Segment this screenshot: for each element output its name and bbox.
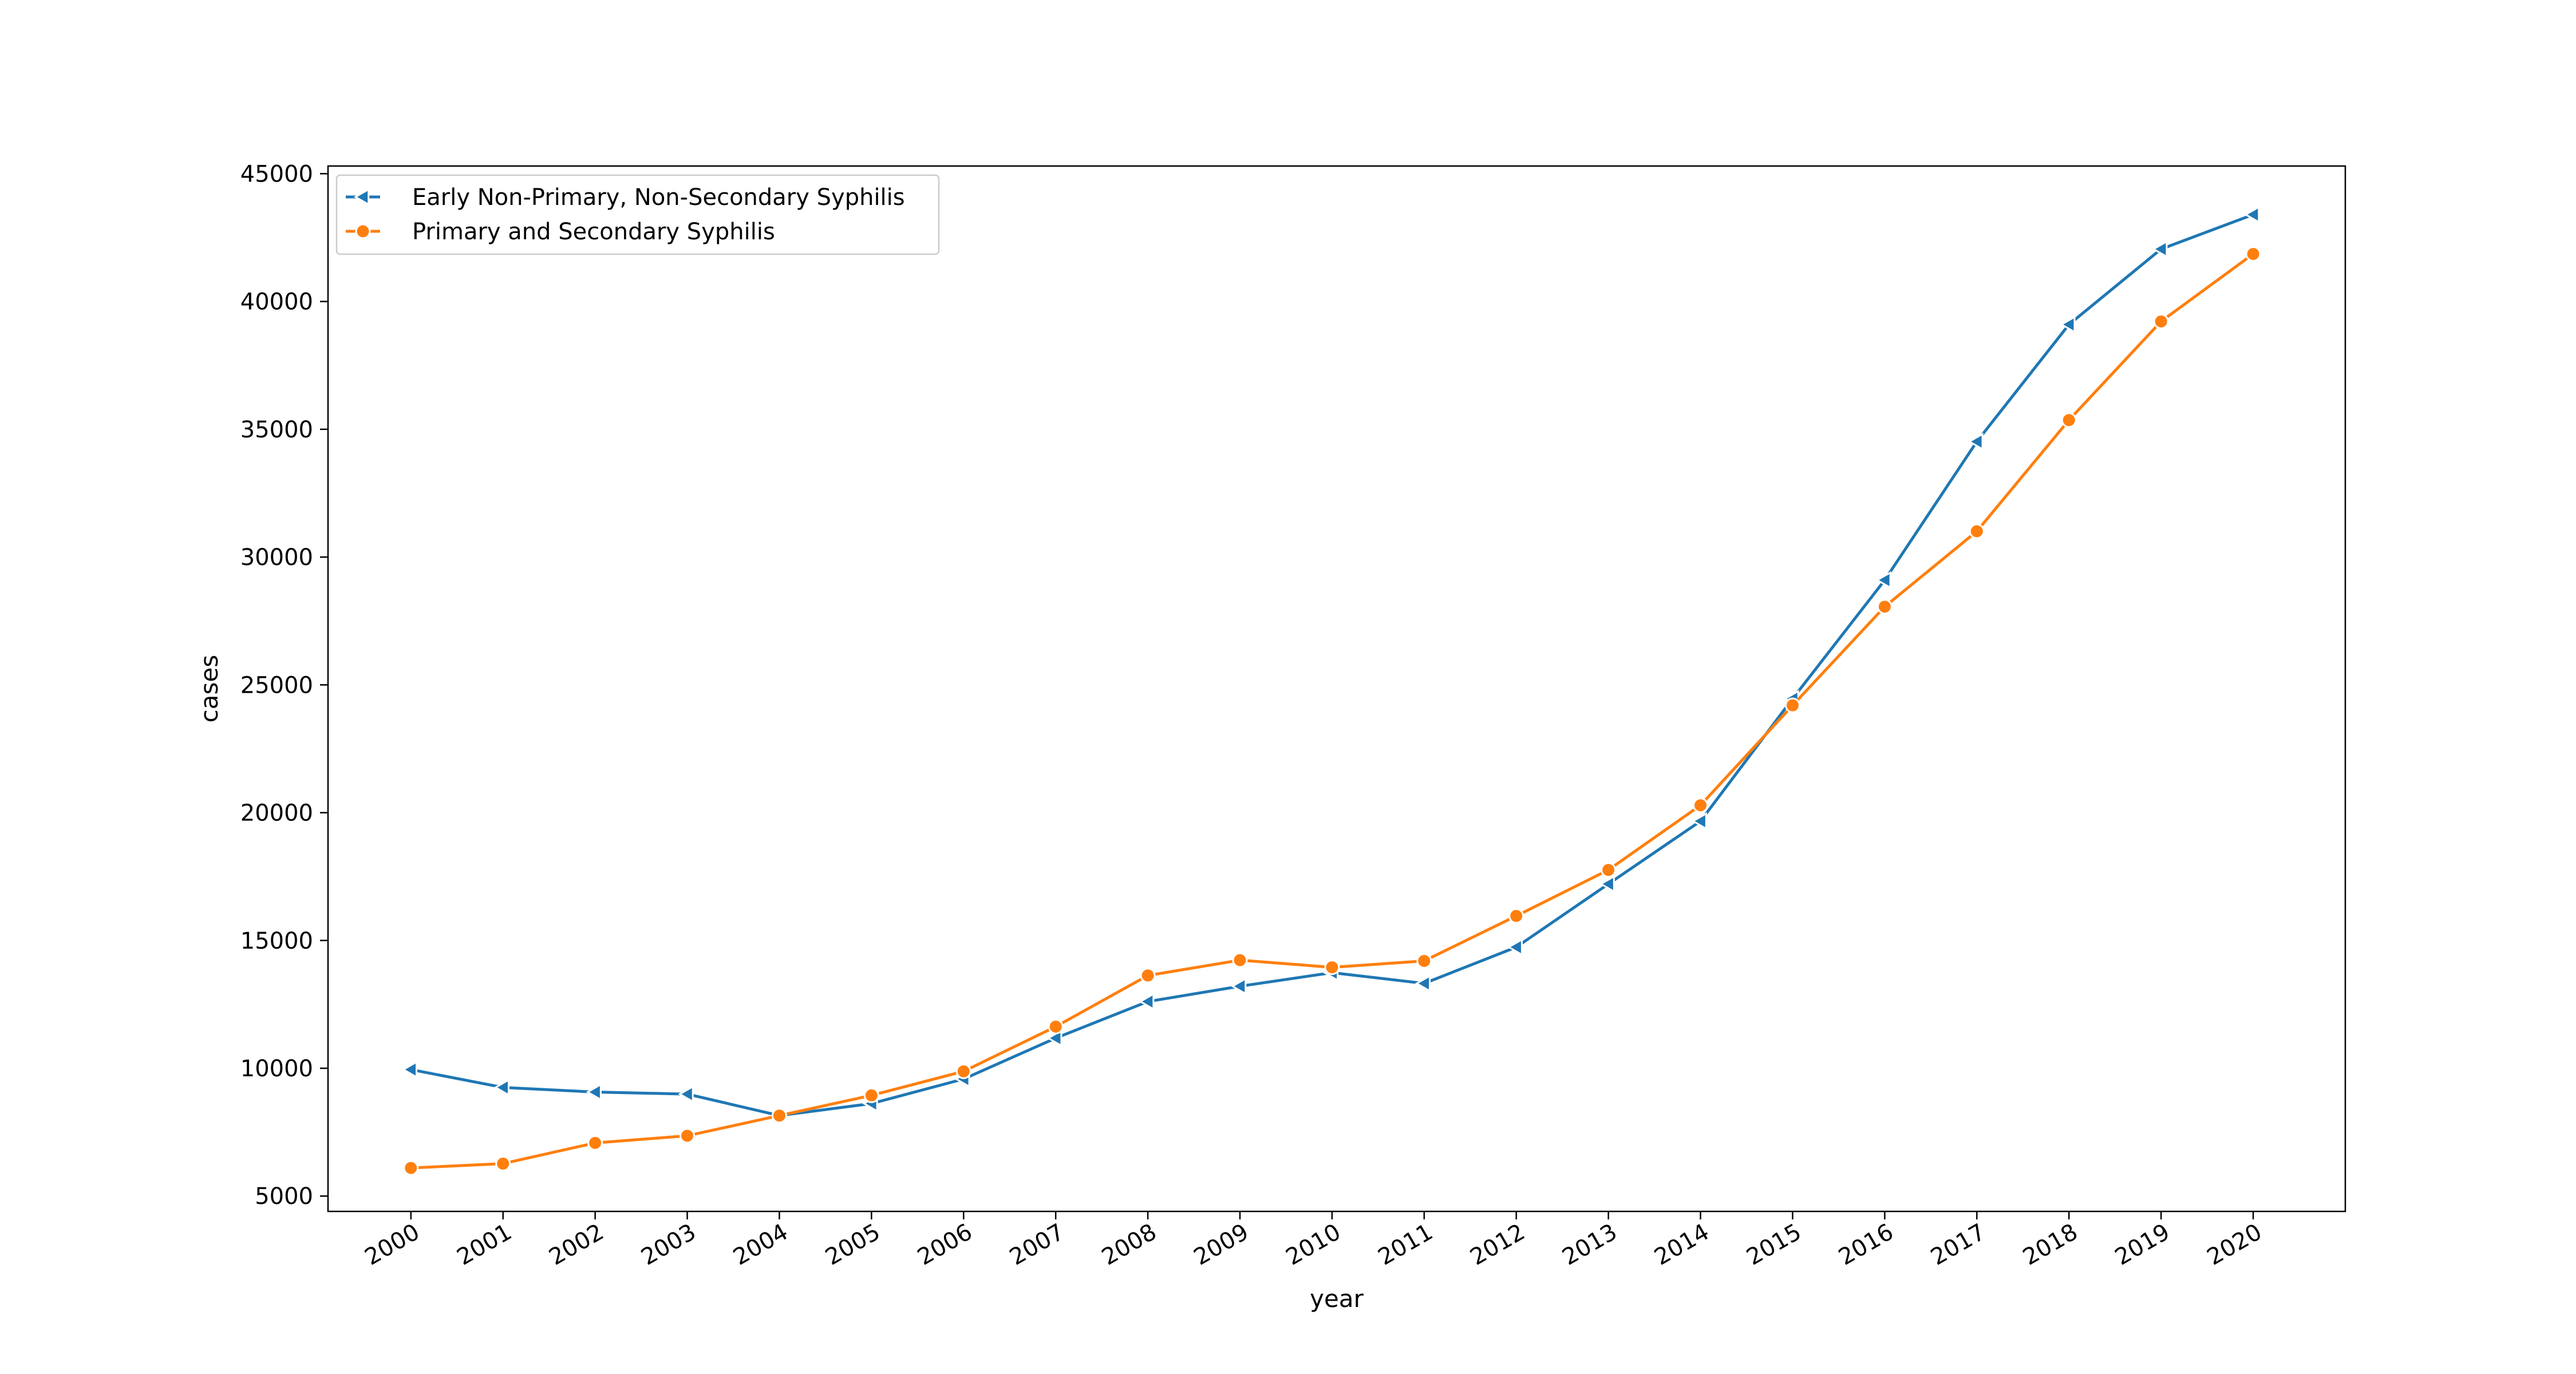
x-axis-ticks: 2000 2001 2002 2003 2004 2005 2006 2007 2008 2009… <box>361 1211 2266 1271</box>
data-point <box>1416 953 1432 969</box>
legend-marker <box>355 223 371 239</box>
y-tick-label: 5000 <box>255 1183 313 1210</box>
data-point <box>1231 977 1247 996</box>
data-point <box>1046 1029 1062 1047</box>
data-point <box>1875 571 1891 589</box>
y-tick-label: 35000 <box>240 417 313 443</box>
x-tick-label: 2008 <box>1097 1219 1161 1271</box>
data-point <box>1139 992 1155 1011</box>
data-point <box>1967 432 1984 451</box>
data-point <box>2152 240 2168 258</box>
x-tick-label: 2000 <box>361 1219 424 1271</box>
data-point <box>493 1078 509 1097</box>
data-point <box>679 1128 696 1144</box>
y-tick-label: 45000 <box>240 161 313 187</box>
x-tick-label: 2018 <box>2018 1219 2082 1271</box>
data-point <box>1415 974 1431 993</box>
data-point <box>2244 206 2260 224</box>
data-point <box>1601 862 1617 878</box>
x-tick-label: 2010 <box>1282 1219 1345 1271</box>
plot-area <box>328 166 2345 1211</box>
y-tick-label: 25000 <box>240 672 313 698</box>
x-tick-label: 2011 <box>1374 1219 1437 1271</box>
legend: Early Non-Primary, Non-Secondary Syphili… <box>335 174 940 255</box>
x-tick-label: 2019 <box>2111 1219 2174 1271</box>
data-point <box>1507 938 1523 956</box>
x-tick-label: 2012 <box>1466 1219 1530 1271</box>
data-point <box>863 1087 879 1103</box>
data-point <box>2153 313 2169 329</box>
data-point <box>587 1135 603 1151</box>
series-layer <box>401 206 2261 1176</box>
data-point <box>1969 523 1985 539</box>
data-point <box>1876 599 1893 615</box>
x-tick-label: 2007 <box>1005 1219 1069 1271</box>
data-point <box>1691 812 1707 830</box>
y-tick-label: 10000 <box>240 1056 313 1082</box>
y-tick-label: 40000 <box>240 289 313 315</box>
x-tick-label: 2004 <box>729 1219 792 1271</box>
y-tick-label: 15000 <box>240 928 313 954</box>
data-point <box>1785 697 1801 713</box>
x-tick-label: 2009 <box>1190 1219 1253 1271</box>
data-point <box>1508 908 1524 924</box>
x-tick-label: 2015 <box>1742 1219 1805 1271</box>
data-point <box>1048 1018 1064 1035</box>
data-point <box>1140 968 1156 984</box>
y-axis-label: cases <box>195 655 223 722</box>
y-axis-ticks: 5000 10000 15000 20000 25000 30000 35000 40000 4… <box>240 161 328 1210</box>
data-point <box>678 1085 694 1103</box>
x-tick-label: 2013 <box>1558 1219 1622 1271</box>
data-point <box>955 1063 971 1079</box>
y-tick-label: 30000 <box>240 544 313 571</box>
data-point <box>401 1060 418 1079</box>
x-tick-label: 2006 <box>913 1219 977 1271</box>
data-point <box>586 1083 602 1101</box>
x-tick-label: 2001 <box>453 1219 516 1271</box>
x-tick-label: 2003 <box>637 1219 700 1271</box>
data-point <box>403 1160 419 1176</box>
x-tick-label: 2005 <box>821 1219 884 1271</box>
legend-marker <box>353 188 370 206</box>
data-point <box>1599 875 1615 893</box>
data-point <box>2061 412 2077 428</box>
x-tick-label: 2002 <box>544 1219 608 1271</box>
x-axis-label: year <box>1310 1285 1364 1313</box>
x-tick-label: 2017 <box>1926 1219 1990 1271</box>
series-2 <box>403 246 2261 1176</box>
data-point <box>771 1108 787 1124</box>
data-point <box>2060 315 2076 334</box>
legend-box <box>335 174 940 255</box>
x-tick-label: 2020 <box>2203 1219 2266 1271</box>
y-tick-label: 20000 <box>240 800 313 827</box>
data-point <box>1693 797 1709 814</box>
legend-label: Early Non-Primary, Non-Secondary Syphili… <box>412 184 905 211</box>
data-point <box>1324 960 1340 976</box>
data-point <box>495 1156 511 1172</box>
plot-frame <box>327 165 2346 1213</box>
legend-label: Primary and Secondary Syphilis <box>412 219 775 245</box>
data-point <box>1232 952 1248 968</box>
x-tick-label: 2016 <box>1834 1219 1898 1271</box>
x-tick-label: 2014 <box>1650 1219 1713 1271</box>
data-point <box>2245 246 2261 262</box>
